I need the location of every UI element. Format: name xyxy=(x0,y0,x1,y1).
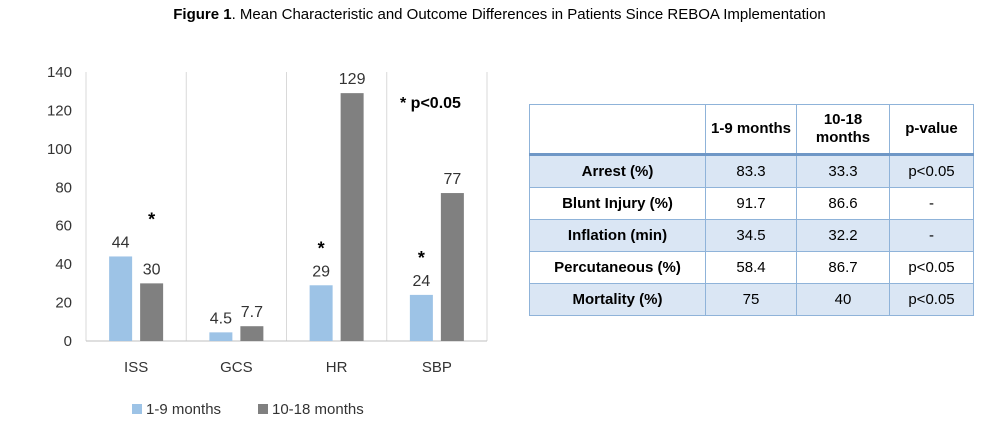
y-tick-label: 140 xyxy=(47,64,72,81)
x-tick-label: SBP xyxy=(422,359,452,376)
significance-star: * xyxy=(318,238,325,258)
row-label: Inflation (min) xyxy=(529,219,706,252)
cell-p-value: p<0.05 xyxy=(889,251,974,284)
figure-label: Figure 1 xyxy=(173,6,232,23)
legend-swatch-10-18-months xyxy=(258,404,268,414)
bar-10-18-months xyxy=(340,93,364,341)
y-tick-label: 20 xyxy=(55,295,72,312)
y-tick-label: 100 xyxy=(47,141,72,158)
figure-caption: . Mean Characteristic and Outcome Differ… xyxy=(231,6,826,23)
cell-1-9-months: 83.3 xyxy=(705,154,797,188)
bar-10-18-months xyxy=(440,193,464,341)
table-header-p-value: p-value xyxy=(889,104,974,156)
legend-swatch-1-9-months xyxy=(132,404,142,414)
cell-p-value: - xyxy=(889,187,974,220)
table-row: Inflation (min) 34.5 32.2 - xyxy=(529,219,974,252)
cell-10-18-months: 40 xyxy=(796,283,890,316)
table-row: Arrest (%) 83.3 33.3 p<0.05 xyxy=(529,154,974,188)
row-label: Percutaneous (%) xyxy=(529,251,706,284)
table-header-blank xyxy=(529,104,706,156)
y-tick-label: 0 xyxy=(64,333,72,350)
bar-1-9-months xyxy=(409,294,433,341)
bar-1-9-months xyxy=(309,285,333,341)
figure-title: Figure 1. Mean Characteristic and Outcom… xyxy=(0,6,999,23)
cell-p-value: p<0.05 xyxy=(889,283,974,316)
legend-label-10-18-months: 10-18 months xyxy=(272,401,364,418)
y-tick-label: 120 xyxy=(47,102,72,119)
bar-10-18-months xyxy=(240,326,264,341)
cell-10-18-months: 32.2 xyxy=(796,219,890,252)
significance-note: * p<0.05 xyxy=(400,95,461,112)
significance-star: * xyxy=(148,209,155,229)
cell-p-value: p<0.05 xyxy=(889,154,974,188)
table-row: Percutaneous (%) 58.4 86.7 p<0.05 xyxy=(529,251,974,284)
outcome-table: 1-9 months 10-18 months p-value Arrest (… xyxy=(529,104,974,316)
table-header-row: 1-9 months 10-18 months p-value xyxy=(529,104,974,156)
data-label: 129 xyxy=(339,71,366,88)
significance-star: * xyxy=(418,248,425,268)
cell-10-18-months: 86.6 xyxy=(796,187,890,220)
cell-1-9-months: 75 xyxy=(705,283,797,316)
bar-10-18-months xyxy=(140,283,164,341)
data-label: 24 xyxy=(412,273,430,290)
table-header-1-9-months: 1-9 months xyxy=(705,104,797,156)
row-label: Arrest (%) xyxy=(529,154,706,188)
data-label: 30 xyxy=(143,261,161,278)
cell-p-value: - xyxy=(889,219,974,252)
cell-1-9-months: 58.4 xyxy=(705,251,797,284)
table-row: Blunt Injury (%) 91.7 86.6 - xyxy=(529,187,974,220)
data-label: 4.5 xyxy=(210,310,232,327)
table-row: Mortality (%) 75 40 p<0.05 xyxy=(529,283,974,316)
x-tick-label: ISS xyxy=(124,359,148,376)
row-label: Blunt Injury (%) xyxy=(529,187,706,220)
table-header-10-18-months: 10-18 months xyxy=(796,104,890,156)
data-label: 77 xyxy=(443,171,461,188)
x-tick-label: GCS xyxy=(220,359,253,376)
bar-1-9-months xyxy=(109,256,133,341)
y-tick-label: 60 xyxy=(55,218,72,235)
legend-label-1-9-months: 1-9 months xyxy=(146,401,221,418)
cell-10-18-months: 33.3 xyxy=(796,154,890,188)
bar-1-9-months xyxy=(209,332,233,341)
row-label: Mortality (%) xyxy=(529,283,706,316)
data-label: 29 xyxy=(312,263,330,280)
y-tick-label: 80 xyxy=(55,179,72,196)
cell-1-9-months: 34.5 xyxy=(705,219,797,252)
data-label: 44 xyxy=(112,234,130,251)
x-tick-label: HR xyxy=(326,359,348,376)
bar-chart: 0 20 40 60 80 100 120 140 44 30 ISS 4.5 7.7 GCS 29 129 H… xyxy=(47,64,488,418)
y-tick-label: 40 xyxy=(55,256,72,273)
cell-1-9-months: 91.7 xyxy=(705,187,797,220)
data-label: 7.7 xyxy=(241,304,263,321)
cell-10-18-months: 86.7 xyxy=(796,251,890,284)
